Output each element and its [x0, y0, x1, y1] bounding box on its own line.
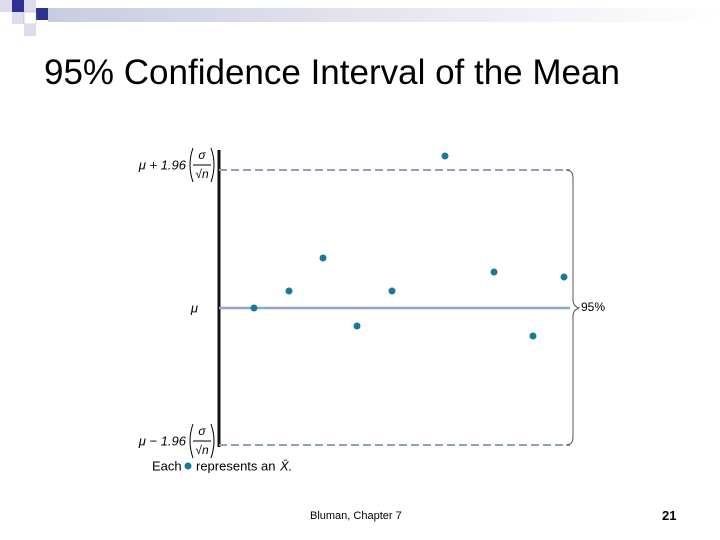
legend-prefix: Each [152, 458, 182, 473]
lower-label: μ − 1.96 [138, 433, 187, 448]
sample-means [250, 152, 568, 340]
fraction-bottom: √n [195, 167, 209, 181]
footer-source: Bluman, Chapter 7 [310, 510, 402, 522]
parens [189, 147, 215, 183]
legend-dot [184, 462, 192, 470]
brace [565, 169, 581, 446]
legend-suffix: represents an [196, 458, 276, 473]
legend-symbol: X̄. [279, 458, 292, 473]
fraction-top: σ [198, 424, 206, 438]
mean-label: μ [190, 300, 198, 315]
upper-label: μ + 1.96 [138, 157, 187, 172]
slide-title: 95% Confidence Interval of the Mean [44, 53, 620, 92]
decoration [0, 0, 720, 36]
page-number: 21 [662, 508, 677, 523]
fraction-top: σ [198, 148, 206, 162]
fraction-bottom: √n [195, 443, 209, 457]
parens [189, 423, 215, 459]
interval-label: 95% [581, 300, 605, 314]
